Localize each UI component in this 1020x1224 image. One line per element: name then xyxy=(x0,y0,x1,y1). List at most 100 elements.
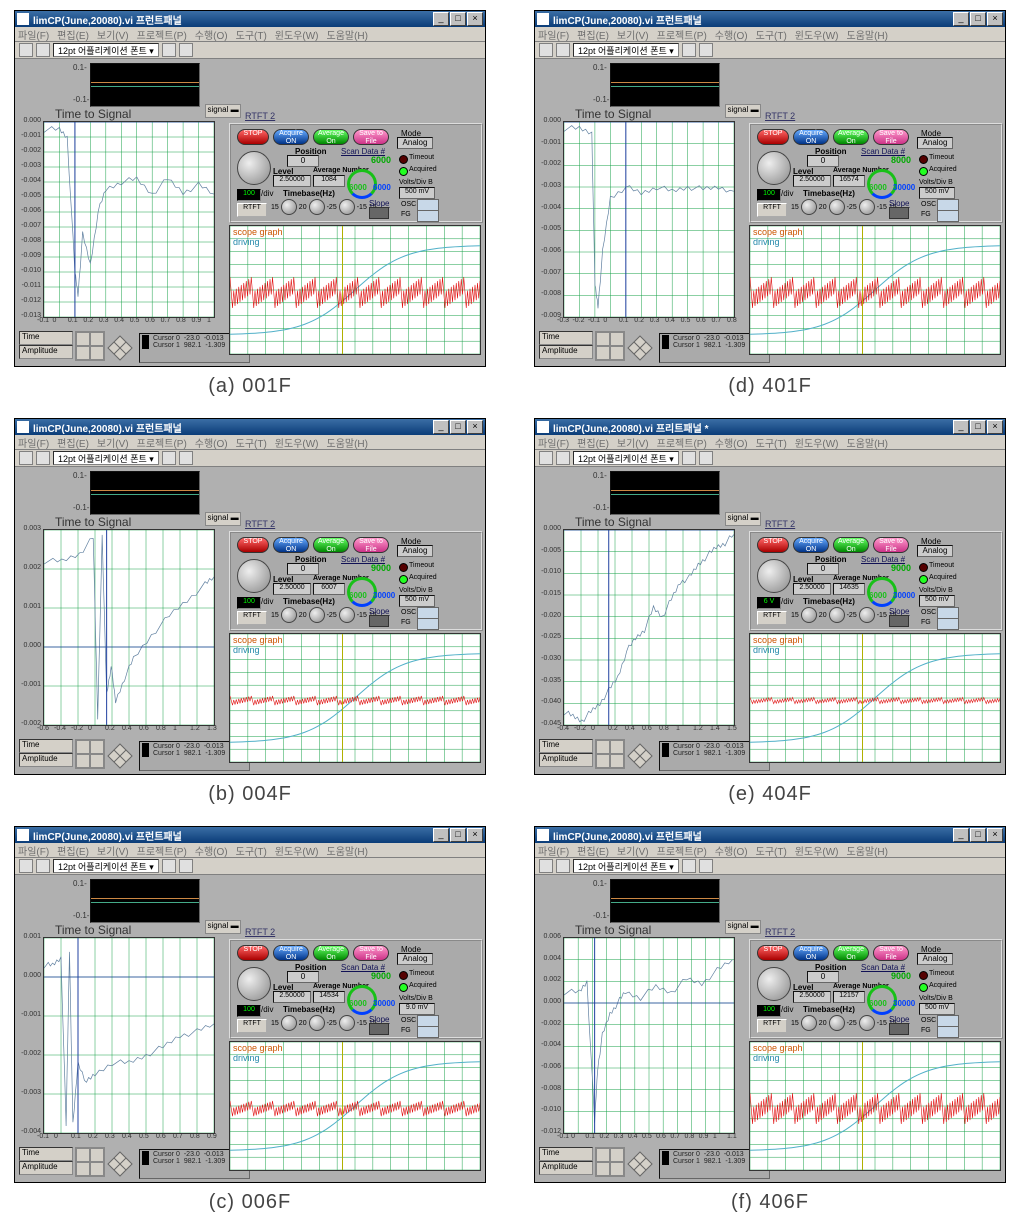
toolbar[interactable]: 12pt 어플리케이션 폰트 ▾ xyxy=(535,42,1005,59)
timebase-div[interactable]: 100 xyxy=(757,1005,781,1017)
dial-row[interactable]: 1520-25-1515 xyxy=(271,199,377,215)
menu-item[interactable]: 프로젝트(P) xyxy=(657,843,707,857)
menu-item[interactable]: 수행(O) xyxy=(715,843,748,857)
time-field[interactable]: Time xyxy=(19,331,73,345)
menu-item[interactable]: 파일(F) xyxy=(18,27,49,41)
nav-diamond[interactable] xyxy=(107,1151,133,1180)
maximize-button[interactable]: □ xyxy=(970,828,986,842)
level-value[interactable]: 2.50000 xyxy=(793,991,831,1003)
volts-value[interactable]: 500 mV xyxy=(919,187,955,199)
nav-diamond[interactable] xyxy=(107,335,133,364)
menu-item[interactable]: 보기(V) xyxy=(617,435,649,449)
nav-diamond[interactable] xyxy=(627,1151,653,1180)
toolbar[interactable]: 12pt 어플리케이션 폰트 ▾ xyxy=(535,858,1005,875)
menu-item[interactable]: 윈도우(W) xyxy=(795,843,839,857)
font-selector[interactable]: 12pt 어플리케이션 폰트 ▾ xyxy=(53,43,159,57)
minimize-button[interactable]: _ xyxy=(433,12,449,26)
menu-item[interactable]: 도구(T) xyxy=(236,435,267,449)
maximize-button[interactable]: □ xyxy=(450,12,466,26)
dial-row[interactable]: 1520-25-1515 xyxy=(791,607,897,623)
volts-value[interactable]: 500 mV xyxy=(919,595,955,607)
dial-row[interactable]: 1520-25-1515 xyxy=(791,1015,897,1031)
run-button[interactable] xyxy=(19,859,33,873)
nav-diamond[interactable] xyxy=(107,743,133,772)
run-button[interactable] xyxy=(539,43,553,57)
pause-button[interactable] xyxy=(556,43,570,57)
average-button[interactable]: Average On xyxy=(833,537,869,553)
mode-value[interactable]: Analog xyxy=(917,137,953,149)
pause-button[interactable] xyxy=(36,451,50,465)
level-knob[interactable] xyxy=(237,967,271,1001)
amplitude-field[interactable]: Amplitude xyxy=(539,1161,593,1175)
level-knob[interactable] xyxy=(757,151,791,185)
position-value[interactable]: 0 xyxy=(287,971,319,983)
dist-button[interactable] xyxy=(699,451,713,465)
font-selector[interactable]: 12pt 어플리케이션 폰트 ▾ xyxy=(53,859,159,873)
menu-item[interactable]: 편집(E) xyxy=(57,843,89,857)
save-button[interactable]: Save to File xyxy=(873,537,909,553)
menu-item[interactable]: 윈도우(W) xyxy=(795,435,839,449)
menu-item[interactable]: 수행(O) xyxy=(715,435,748,449)
menu-item[interactable]: 도움말(H) xyxy=(327,843,368,857)
close-button[interactable]: × xyxy=(987,12,1003,26)
fg-box[interactable] xyxy=(417,618,439,630)
align-button[interactable] xyxy=(162,43,176,57)
toolbar[interactable]: 12pt 어플리케이션 폰트 ▾ xyxy=(15,858,485,875)
signal-legend[interactable]: signal ▬ xyxy=(205,920,241,934)
signal-legend[interactable]: signal ▬ xyxy=(205,104,241,118)
fg-box[interactable] xyxy=(417,1026,439,1038)
acquire-button[interactable]: Acquire ON xyxy=(793,537,829,553)
pause-button[interactable] xyxy=(556,451,570,465)
menu-item[interactable]: 프로젝트(P) xyxy=(657,27,707,41)
pause-button[interactable] xyxy=(36,43,50,57)
amplitude-field[interactable]: Amplitude xyxy=(19,1161,73,1175)
graph-palette[interactable] xyxy=(595,739,625,769)
timebase-div[interactable]: 100 xyxy=(757,189,781,201)
menubar[interactable]: 파일(F)편집(E)보기(V)프로젝트(P)수행(O)도구(T)윈도우(W)도움… xyxy=(535,843,1005,858)
slope-button[interactable] xyxy=(369,207,389,219)
stop-button[interactable]: STOP xyxy=(757,129,789,145)
volts-value[interactable]: 500 mV xyxy=(399,187,435,199)
stop-button[interactable]: STOP xyxy=(237,945,269,961)
close-button[interactable]: × xyxy=(467,12,483,26)
menu-item[interactable]: 윈도우(W) xyxy=(795,27,839,41)
menu-item[interactable]: 프로젝트(P) xyxy=(137,435,187,449)
align-button[interactable] xyxy=(162,451,176,465)
mode-value[interactable]: Analog xyxy=(397,137,433,149)
menu-item[interactable]: 편집(E) xyxy=(57,27,89,41)
save-button[interactable]: Save to File xyxy=(353,537,389,553)
signal-legend[interactable]: signal ▬ xyxy=(205,512,241,526)
menu-item[interactable]: 수행(O) xyxy=(195,27,228,41)
titlebar[interactable]: limCP(June,20080).vi 프런트패널 _ □ × xyxy=(15,827,485,843)
nav-diamond[interactable] xyxy=(627,743,653,772)
pause-button[interactable] xyxy=(36,859,50,873)
close-button[interactable]: × xyxy=(467,828,483,842)
position-value[interactable]: 0 xyxy=(807,155,839,167)
menu-item[interactable]: 보기(V) xyxy=(97,843,129,857)
font-selector[interactable]: 12pt 어플리케이션 폰트 ▾ xyxy=(573,859,679,873)
graph-palette[interactable] xyxy=(75,739,105,769)
align-button[interactable] xyxy=(682,859,696,873)
menu-item[interactable]: 윈도우(W) xyxy=(275,435,319,449)
toolbar[interactable]: 12pt 어플리케이션 폰트 ▾ xyxy=(15,42,485,59)
level-knob[interactable] xyxy=(757,559,791,593)
stop-button[interactable]: STOP xyxy=(237,129,269,145)
menu-item[interactable]: 도구(T) xyxy=(236,843,267,857)
titlebar[interactable]: limCP(June,20080).vi 프리트패널 * _ □ × xyxy=(535,419,1005,435)
save-button[interactable]: Save to File xyxy=(873,129,909,145)
signal-legend[interactable]: signal ▬ xyxy=(725,920,761,934)
menubar[interactable]: 파일(F)편집(E)보기(V)프로젝트(P)수행(O)도구(T)윈도우(W)도움… xyxy=(535,27,1005,42)
fg-box[interactable] xyxy=(937,1026,959,1038)
graph-palette[interactable] xyxy=(595,1147,625,1177)
save-button[interactable]: Save to File xyxy=(353,129,389,145)
position-value[interactable]: 0 xyxy=(287,155,319,167)
menu-item[interactable]: 도움말(H) xyxy=(847,843,888,857)
mode-value[interactable]: Analog xyxy=(917,953,953,965)
close-button[interactable]: × xyxy=(987,828,1003,842)
titlebar[interactable]: limCP(June,20080).vi 프런트패널 _ □ × xyxy=(15,11,485,27)
level-knob[interactable] xyxy=(237,559,271,593)
maximize-button[interactable]: □ xyxy=(970,420,986,434)
slope-button[interactable] xyxy=(889,207,909,219)
time-field[interactable]: Time xyxy=(19,1147,73,1161)
avg-num-value[interactable]: 14534 xyxy=(313,991,345,1003)
